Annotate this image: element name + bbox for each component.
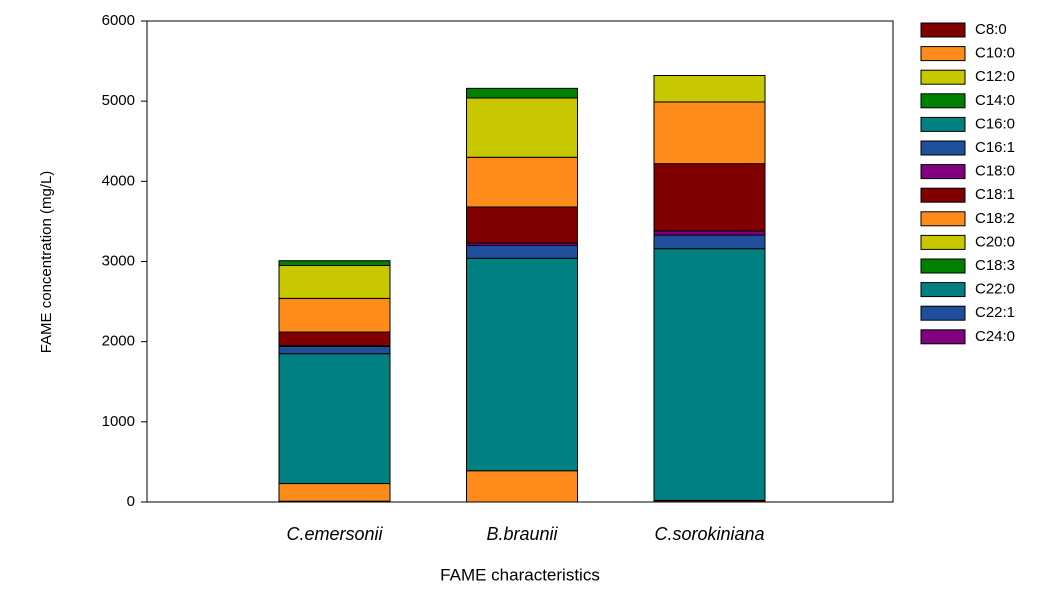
bar-segment bbox=[653, 163, 766, 232]
bar-segment bbox=[653, 248, 766, 501]
legend-label: C8:0 bbox=[975, 21, 1007, 38]
y-tick-label: 2000 bbox=[102, 333, 135, 350]
legend-swatch bbox=[920, 211, 966, 227]
legend-swatch bbox=[920, 22, 966, 38]
bar-segment bbox=[466, 87, 578, 99]
bar-segment bbox=[653, 234, 766, 250]
legend-label: C10:0 bbox=[975, 45, 1015, 62]
legend-label: C14:0 bbox=[975, 92, 1015, 109]
legend-swatch bbox=[920, 258, 966, 274]
legend-swatch bbox=[920, 187, 966, 203]
legend-swatch bbox=[920, 305, 966, 321]
x-tick-label: C.emersonii bbox=[286, 524, 383, 544]
bar-segment bbox=[466, 257, 578, 472]
bar-segment bbox=[466, 206, 578, 244]
legend-label: C24:0 bbox=[975, 328, 1015, 345]
legend-label: C22:0 bbox=[975, 281, 1015, 298]
y-tick-label: 1000 bbox=[102, 413, 135, 430]
y-tick-label: 5000 bbox=[102, 92, 135, 109]
x-tick-label: B.braunii bbox=[486, 524, 558, 544]
bar-segment bbox=[278, 345, 391, 355]
legend-label: C18:3 bbox=[975, 257, 1015, 274]
bar-segment bbox=[466, 97, 578, 158]
y-tick-label: 6000 bbox=[102, 12, 135, 29]
x-tick-label: C.sorokiniana bbox=[654, 524, 764, 544]
legend-label: C20:0 bbox=[975, 233, 1015, 250]
y-tick-label: 3000 bbox=[102, 252, 135, 269]
bar-segment bbox=[278, 297, 391, 333]
legend-label: C22:1 bbox=[975, 304, 1015, 321]
legend-swatch bbox=[920, 116, 966, 132]
legend-swatch bbox=[920, 282, 966, 298]
bar-segment bbox=[653, 75, 766, 103]
y-tick-label: 0 bbox=[127, 493, 135, 510]
legend-swatch bbox=[920, 140, 966, 156]
legend-swatch bbox=[920, 329, 966, 345]
bar-segment bbox=[278, 483, 391, 502]
legend-swatch bbox=[920, 164, 966, 180]
legend-swatch bbox=[920, 69, 966, 85]
bar-segment bbox=[278, 331, 391, 347]
x-axis-title: FAME characteristics bbox=[440, 565, 600, 584]
bar-segment bbox=[653, 230, 766, 236]
bar-segment bbox=[278, 260, 391, 267]
bar-segment bbox=[278, 265, 391, 299]
y-axis-title: FAME concentration (mg/L) bbox=[38, 171, 55, 354]
y-tick-label: 4000 bbox=[102, 172, 135, 189]
legend-label: C18:1 bbox=[975, 186, 1015, 203]
legend-swatch bbox=[920, 93, 966, 109]
legend-label: C18:0 bbox=[975, 163, 1015, 180]
bar-segment bbox=[466, 156, 578, 208]
legend-swatch bbox=[920, 46, 966, 62]
legend-label: C18:2 bbox=[975, 210, 1015, 227]
legend-swatch bbox=[920, 234, 966, 250]
legend-label: C12:0 bbox=[975, 68, 1015, 85]
bar-segment bbox=[653, 101, 766, 165]
bar-segment bbox=[466, 470, 578, 503]
bar-segment bbox=[278, 353, 391, 485]
legend-label: C16:0 bbox=[975, 115, 1015, 132]
bar-segment bbox=[466, 244, 578, 259]
legend-label: C16:1 bbox=[975, 139, 1015, 156]
